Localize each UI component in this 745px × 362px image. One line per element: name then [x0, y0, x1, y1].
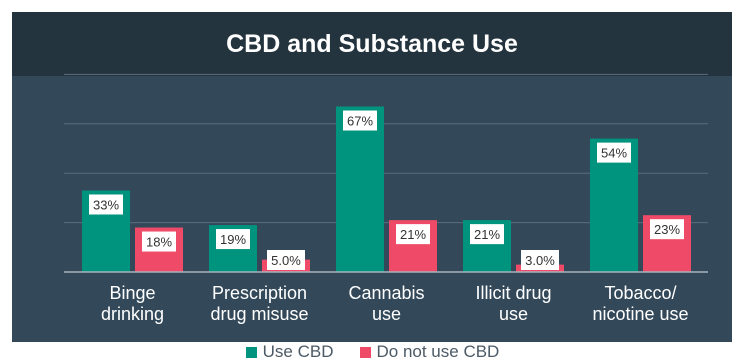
data-label-use-cbd-2: 67%	[347, 114, 373, 129]
category-label-4-line-0: Tobacco/	[604, 283, 676, 303]
category-label-2-line-1: use	[372, 304, 401, 324]
bar-use-cbd-2	[336, 106, 384, 272]
data-label-no-cbd-0: 18%	[146, 235, 172, 250]
data-label-use-cbd-0: 33%	[93, 197, 119, 212]
chart-title: CBD and Substance Use	[226, 29, 518, 58]
legend-item-use-cbd: Use CBD	[245, 342, 334, 362]
data-label-box-use-cbd-4	[597, 142, 631, 163]
data-label-box-use-cbd-2	[343, 110, 377, 131]
data-label-box-use-cbd-3	[470, 224, 504, 245]
legend-item-no-cbd: Do not use CBD	[359, 342, 500, 362]
category-label-0-line-1: drinking	[101, 304, 164, 324]
legend-label-no-cbd: Do not use CBD	[376, 342, 500, 361]
data-label-box-no-cbd-3	[521, 250, 559, 270]
category-label-1-line-1: drug misuse	[210, 304, 308, 324]
category-label-3-line-0: Illicit drug	[475, 283, 551, 303]
category-label-0-line-0: Binge	[109, 283, 155, 303]
data-label-box-no-cbd-0	[142, 231, 176, 252]
category-label-4-line-1: nicotine use	[592, 304, 688, 324]
data-label-use-cbd-1: 19%	[220, 232, 246, 247]
data-label-use-cbd-4: 54%	[601, 146, 627, 161]
legend: Use CBD Do not use CBD	[0, 342, 745, 362]
data-label-no-cbd-3: 3.0%	[525, 253, 555, 268]
data-label-box-no-cbd-4	[650, 219, 684, 240]
data-label-use-cbd-3: 21%	[474, 227, 500, 242]
legend-swatch-use-cbd	[245, 346, 257, 358]
data-label-box-use-cbd-1	[216, 229, 250, 250]
data-label-no-cbd-4: 23%	[654, 222, 680, 237]
data-label-box-no-cbd-2	[396, 224, 430, 245]
data-label-no-cbd-2: 21%	[400, 227, 426, 242]
data-label-no-cbd-1: 5.0%	[271, 253, 301, 268]
category-label-2-line-0: Cannabis	[348, 283, 424, 303]
data-label-box-no-cbd-1	[267, 250, 305, 270]
category-label-3-line-1: use	[499, 304, 528, 324]
title-band: CBD and Substance Use	[12, 12, 732, 76]
legend-label-use-cbd: Use CBD	[262, 342, 334, 361]
legend-swatch-no-cbd	[359, 346, 371, 358]
data-label-box-use-cbd-0	[89, 194, 123, 215]
category-label-1-line-0: Prescription	[212, 283, 307, 303]
